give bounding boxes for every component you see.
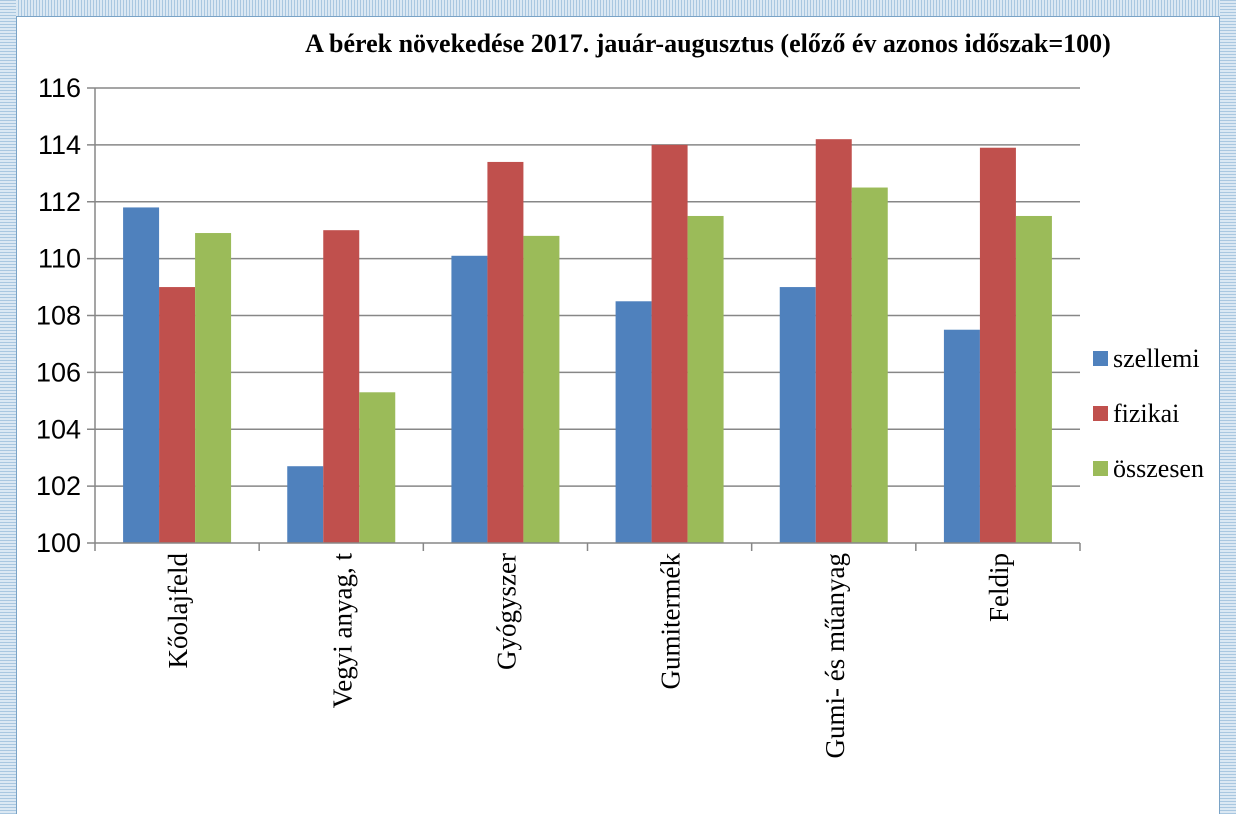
- bar-szellemi: [451, 255, 488, 543]
- bar-összesen: [195, 233, 232, 543]
- x-tick-label: Gyógyszer: [491, 553, 521, 670]
- bar-fizikai: [159, 287, 196, 543]
- y-tick-label: 110: [38, 244, 81, 274]
- bar-szellemi: [287, 466, 324, 543]
- bar-szellemi: [123, 207, 160, 543]
- bar-fizikai: [815, 139, 852, 543]
- legend-label: fizikai: [1113, 399, 1179, 428]
- y-tick-label: 114: [38, 130, 81, 160]
- y-tick-label: 104: [36, 414, 81, 444]
- y-tick-label: 106: [36, 357, 81, 387]
- legend-swatch-összesen: [1093, 461, 1108, 476]
- bar-összesen: [359, 392, 396, 543]
- decorative-border-top: [0, 0, 1236, 16]
- bars: [123, 139, 1052, 543]
- bar-összesen: [687, 215, 724, 543]
- x-tick-label: Feldip: [984, 553, 1014, 622]
- x-tick-label: Vegyi anyag, t: [327, 553, 357, 709]
- bar-szellemi: [615, 301, 652, 543]
- x-axis-ticks: Kőolajfeld Vegyi anyag, t Gyógyszer Gumiter…: [94, 543, 1081, 758]
- bar-fizikai: [651, 144, 688, 543]
- y-tick-label: 108: [36, 301, 81, 331]
- bar-szellemi: [943, 329, 980, 543]
- bar-fizikai: [323, 230, 360, 543]
- bar-fizikai: [487, 161, 524, 543]
- decorative-border-left: [0, 0, 16, 814]
- y-tick-label: 102: [36, 471, 81, 501]
- x-tick-label: Gumi- és műanyag: [820, 553, 850, 758]
- x-tick-label: Kőolajfeld: [163, 553, 193, 669]
- x-tick-label: Gumitermék: [656, 553, 686, 690]
- bar-összesen: [1015, 215, 1052, 543]
- bar-összesen: [851, 187, 888, 543]
- legend: szellemi fizikai összesen: [1093, 344, 1204, 483]
- bar-fizikai: [979, 147, 1016, 543]
- y-axis-ticks: 100 102 104 106 108 110 112 114 116: [36, 73, 95, 558]
- bar-szellemi: [779, 287, 816, 543]
- y-tick-label: 100: [36, 528, 81, 558]
- chart-title: A bérek növekedése 2017. jauár-augusztus…: [305, 29, 1111, 58]
- y-tick-label: 112: [38, 187, 81, 217]
- legend-label: összesen: [1113, 454, 1204, 483]
- legend-label: szellemi: [1113, 344, 1200, 373]
- bar-összesen: [523, 235, 560, 543]
- legend-swatch-fizikai: [1093, 406, 1108, 421]
- decorative-border-right: [1220, 0, 1236, 814]
- legend-swatch-szellemi: [1093, 351, 1108, 366]
- gridlines: [95, 87, 1080, 487]
- y-tick-label: 116: [38, 73, 81, 103]
